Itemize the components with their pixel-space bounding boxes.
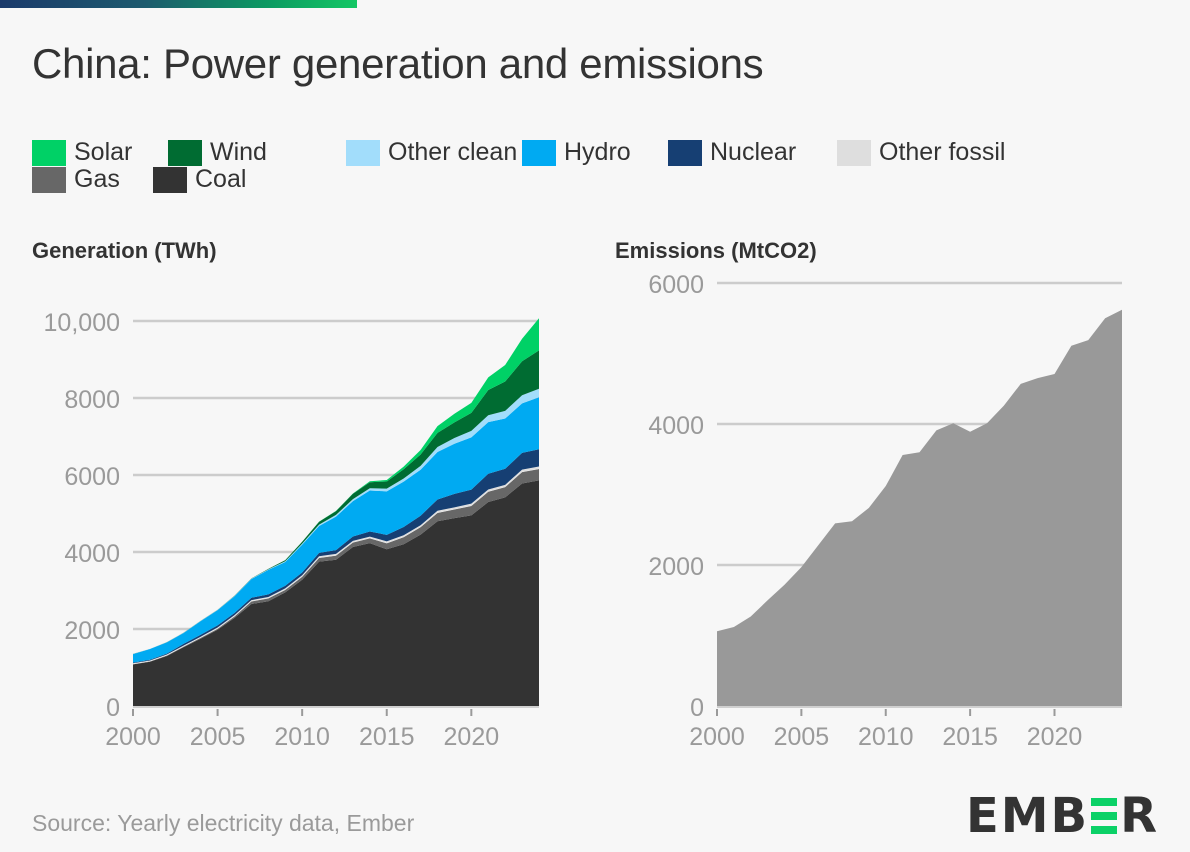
x-tick-label: 2010	[274, 723, 330, 751]
legend-label: Coal	[195, 165, 247, 193]
legend-item-coal: Coal	[153, 165, 246, 194]
x-tick-label: 2015	[942, 723, 998, 751]
legend-item-gas: Gas	[32, 165, 120, 194]
brand-accent-bar	[0, 0, 357, 8]
legend-item-wind: Wind	[168, 138, 267, 167]
area-hydro	[133, 397, 539, 663]
legend-item-hydro: Hydro	[522, 138, 631, 167]
x-tick-label: 2020	[444, 723, 500, 751]
x-tick-label: 2015	[359, 723, 415, 751]
area-other-clean	[133, 388, 539, 655]
legend-swatch	[522, 139, 556, 166]
area-nuclear	[133, 449, 539, 664]
y-tick-label: 0	[690, 694, 704, 722]
logo-text-part2: R	[1120, 788, 1160, 844]
legend-label: Other fossil	[879, 138, 1006, 166]
x-tick-label: 2020	[1027, 723, 1083, 751]
legend-item-solar: Solar	[32, 138, 132, 167]
x-tick-label: 2000	[689, 723, 745, 751]
page-title: China: Power generation and emissions	[32, 40, 764, 87]
legend-swatch	[837, 139, 871, 166]
legend-swatch	[668, 139, 702, 166]
legend-label: Other clean	[388, 138, 518, 166]
legend-item-other-fossil: Other fossil	[837, 138, 1005, 167]
y-tick-label: 4000	[648, 412, 704, 440]
legend-swatch	[346, 139, 380, 166]
x-tick-label: 2005	[774, 723, 830, 751]
area-coal	[133, 480, 539, 706]
x-tick-label: 2000	[105, 723, 161, 751]
y-tick-label: 6000	[648, 271, 704, 299]
legend-item-other-clean: Other clean	[346, 138, 517, 167]
y-tick-label: 10,000	[44, 309, 120, 337]
legend-swatch	[32, 139, 66, 166]
y-tick-label: 2000	[64, 617, 120, 645]
x-tick-label: 2010	[858, 723, 914, 751]
y-tick-label: 2000	[648, 553, 704, 581]
legend-swatch	[168, 139, 202, 166]
area-other-fossil	[132, 466, 540, 665]
legend-swatch	[153, 166, 187, 193]
legend-item-nuclear: Nuclear	[668, 138, 796, 167]
x-tick-label: 2005	[190, 723, 246, 751]
y-tick-label: 0	[106, 694, 120, 722]
source-note: Source: Yearly electricity data, Ember	[32, 810, 415, 836]
y-tick-label: 6000	[64, 463, 120, 491]
logo-text-part1: EMB	[966, 788, 1090, 844]
area-gas	[133, 468, 539, 665]
legend-label: Hydro	[564, 138, 631, 166]
logo-green-e-icon	[1091, 798, 1118, 834]
legend-label: Gas	[74, 165, 120, 193]
y-tick-label: 8000	[64, 386, 120, 414]
legend-label: Solar	[74, 138, 133, 166]
legend-swatch	[32, 166, 66, 193]
legend-label: Wind	[210, 138, 267, 166]
y-tick-label: 4000	[64, 540, 120, 568]
legend-label: Nuclear	[710, 138, 797, 166]
generation-chart-title: Generation (TWh)	[32, 238, 217, 263]
ember-logo: EMB R	[966, 788, 1159, 844]
emissions-chart-title: Emissions (MtCO2)	[615, 238, 817, 263]
area-emissions	[717, 309, 1122, 706]
